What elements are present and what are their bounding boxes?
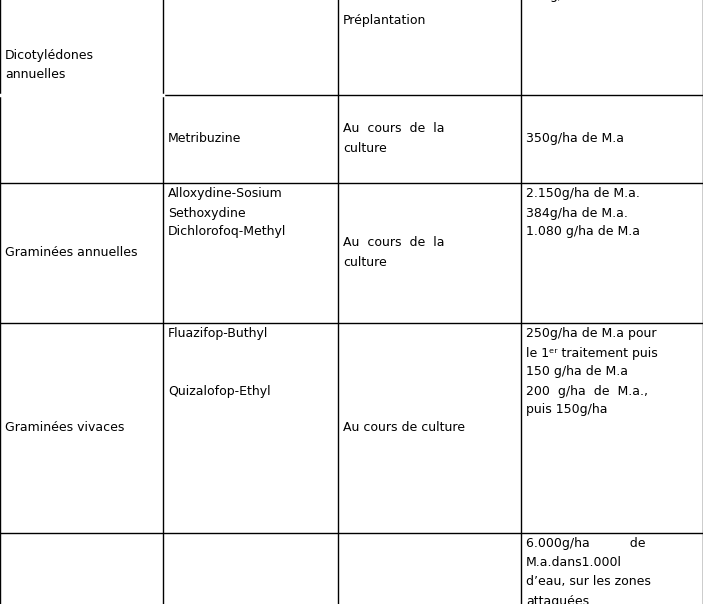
Text: 6.000g/ha          de
M.a.dans1.000l
d’eau, sur les zones
attaquées: 6.000g/ha de M.a.dans1.000l d’eau, sur l…: [526, 538, 651, 604]
Text: Graminées vivaces: Graminées vivaces: [5, 421, 124, 434]
Text: Alloxydine-Sosium
Sethoxydine
Dichlorofoq-Methyl: Alloxydine-Sosium Sethoxydine Dichlorofo…: [168, 187, 286, 239]
Text: Metribuzine: Metribuzine: [168, 132, 241, 145]
Text: 2.150g/ha de M.a.
384g/ha de M.a.
1.080 g/ha de M.a: 2.150g/ha de M.a. 384g/ha de M.a. 1.080 …: [526, 187, 640, 239]
Text: Graminées annuelles: Graminées annuelles: [5, 246, 138, 259]
Text: 525g/ha de M.a.
1.320g/ha de M.a
500g/ha de M.a: 525g/ha de M.a. 1.320g/ha de M.a 500g/ha…: [526, 0, 636, 2]
Text: 250g/ha de M.a pour
le 1ᵉʳ traitement puis
150 g/ha de M.a
200  g/ha  de  M.a.,
: 250g/ha de M.a pour le 1ᵉʳ traitement pu…: [526, 327, 658, 417]
Text: Dicotylédones
annuelles: Dicotylédones annuelles: [5, 48, 94, 80]
Text: Au  cours  de  la
culture: Au cours de la culture: [343, 123, 444, 155]
Text: Au  cours  de  la
culture: Au cours de la culture: [343, 237, 444, 269]
Text: Préplantation: Préplantation: [343, 14, 427, 27]
Text: 350g/ha de M.a: 350g/ha de M.a: [526, 132, 624, 145]
Text: Au cours de culture: Au cours de culture: [343, 421, 465, 434]
Text: Metribuzine
Pendimethline
Fluorochloridone: Metribuzine Pendimethline Fluorochlorido…: [168, 0, 273, 2]
Text: Fluazifop-Buthyl


Quizalofop-Ethyl: Fluazifop-Buthyl Quizalofop-Ethyl: [168, 327, 271, 397]
